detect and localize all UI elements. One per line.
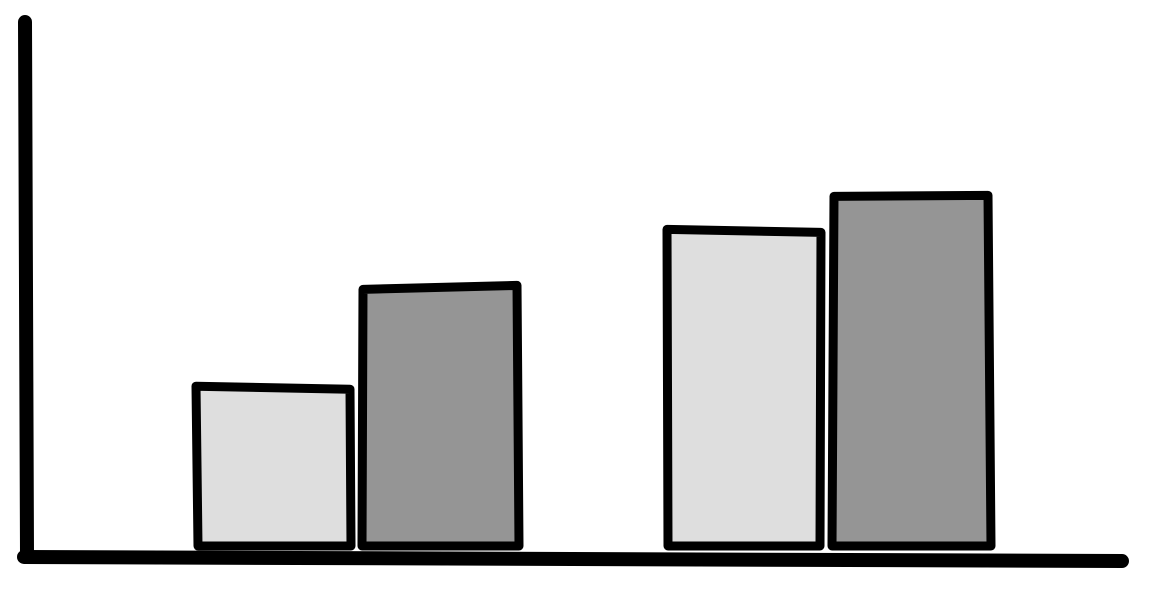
y-axis [18, 15, 34, 561]
bar-series2-group1 [357, 280, 524, 551]
x-axis [17, 550, 1129, 568]
bars-layer [191, 190, 996, 551]
bar-series1-group2 [662, 224, 826, 551]
bar-series2-group2 [827, 190, 996, 551]
bar-series1-group1 [191, 381, 356, 551]
